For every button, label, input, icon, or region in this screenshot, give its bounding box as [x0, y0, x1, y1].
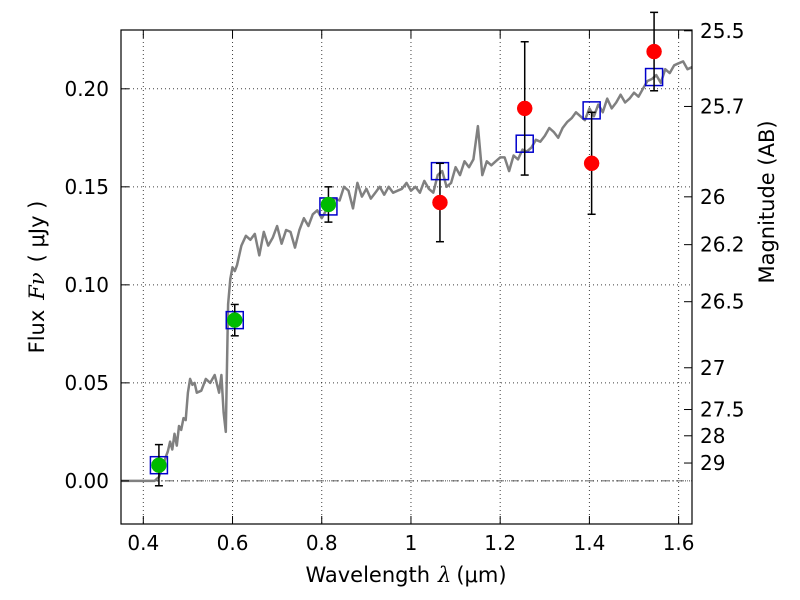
y-tick-label: 0.15 [64, 175, 109, 199]
y2-tick-label: 27.5 [700, 398, 745, 422]
x-tick-label: 0.8 [306, 531, 338, 555]
y-axis-label-unit: ( μJy ) [25, 201, 49, 263]
y2-tick-label: 29 [700, 451, 725, 475]
observed-point-marker [646, 43, 662, 60]
spectrum-layer [121, 60, 693, 483]
y-tick-label: 0.10 [64, 273, 109, 297]
spectrum-line [121, 60, 693, 483]
y2-tick-label: 27 [700, 356, 725, 380]
marker-layer [149, 11, 664, 487]
observed-point-marker [151, 457, 167, 473]
plot-frame [120, 29, 693, 525]
y-tick-label: 0.20 [64, 77, 109, 101]
y2-axis-label: Magnitude (AB) [755, 120, 779, 283]
observed-point-marker [320, 196, 337, 213]
x-tick-label: 0.6 [217, 531, 249, 555]
x-axis-label: Wavelength λ (μm) [305, 563, 506, 587]
x-tick-label: 0.4 [127, 531, 159, 555]
observed-point-marker [583, 155, 600, 172]
observed-point-marker [432, 194, 448, 211]
tick-layer: 0.4 0.6 0.8 1 1.2 1.4 1.6 0.00 0.05 0.10 0.15 0.20 2… [64, 19, 744, 555]
x-tick-label: 1.2 [484, 531, 516, 555]
observed-point-marker [516, 100, 533, 117]
y2-tick-label: 26.2 [700, 233, 745, 257]
y-axis-label-text: Flux [25, 310, 49, 354]
x-axis-label-unit: (μm) [456, 563, 506, 587]
y-axis-label-symbol: Fν [25, 272, 49, 301]
y2-tick-label: 28 [700, 424, 725, 448]
x-tick-label: 1 [405, 531, 418, 555]
y-axis-label: Flux Fν ( μJy ) [25, 201, 49, 354]
x-axis-label-text: Wavelength [305, 563, 430, 587]
x-tick-label: 1.4 [573, 531, 605, 555]
x-tick-label: 1.6 [663, 531, 695, 555]
x-axis-label-symbol: λ [437, 563, 451, 587]
y2-tick-label: 26.5 [700, 290, 745, 314]
y-tick-label: 0.05 [64, 371, 109, 395]
y2-tick-label: 26 [700, 185, 725, 209]
y-tick-label: 0.00 [64, 469, 109, 493]
y2-tick-label: 25.5 [700, 19, 745, 43]
y2-tick-label: 25.7 [700, 94, 745, 118]
observed-point-marker [227, 312, 243, 328]
